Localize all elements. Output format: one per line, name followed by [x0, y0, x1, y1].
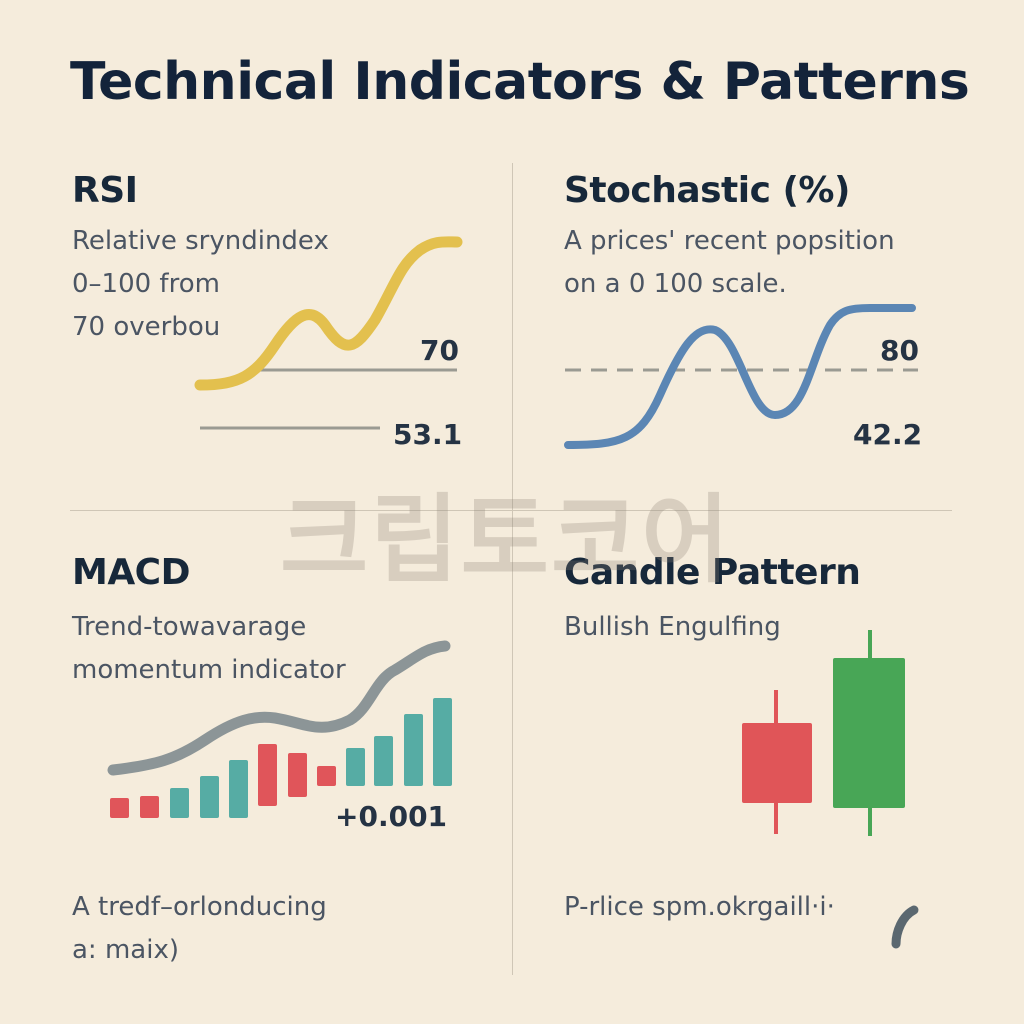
- histogram-bar: [110, 798, 129, 818]
- histogram-bar: [258, 744, 277, 806]
- stochastic-chart: [564, 304, 918, 449]
- rsi-desc-line: Relative sryndindex: [72, 226, 329, 256]
- macd-histogram: [110, 698, 452, 818]
- stochastic-description: A prices' recent popsition on a 0 100 sc…: [564, 220, 895, 306]
- macd-desc-line: momentum indicator: [72, 655, 346, 685]
- page-title: Technical Indicators & Patterns: [70, 52, 970, 112]
- histogram-bar: [317, 766, 336, 786]
- macd-chart: [107, 640, 452, 818]
- stochastic-desc-line: on a 0 100 scale.: [564, 269, 787, 299]
- histogram-bar: [200, 776, 219, 818]
- rsi-value-label: 53.1: [393, 418, 463, 451]
- histogram-bar: [288, 753, 307, 797]
- macd-title: MACD: [72, 552, 191, 593]
- macd-desc-line: Trend-towavarage: [72, 612, 307, 642]
- rsi-title: RSI: [72, 170, 138, 211]
- rsi-line: [194, 236, 463, 391]
- histogram-bar: [404, 714, 423, 786]
- horizontal-divider: [70, 510, 952, 511]
- candle-chart: [742, 630, 905, 836]
- rsi-desc-line: 0–100 from: [72, 269, 220, 299]
- stochastic-desc-line: A prices' recent popsition: [564, 226, 895, 256]
- histogram-bar: [433, 698, 452, 786]
- macd-value-label: +0.001: [335, 800, 448, 833]
- stochastic-level-label: 80: [880, 334, 919, 367]
- stochastic-line: [564, 304, 916, 449]
- histogram-bar: [140, 796, 159, 818]
- macd-signal-line: [107, 640, 451, 776]
- histogram-bar: [170, 788, 189, 818]
- candle-title: Candle Pattern: [564, 552, 861, 593]
- rsi-level-label: 70: [420, 334, 459, 367]
- rsi-desc-line: 70 overbou: [72, 312, 221, 342]
- macd-footer-line: a: maix): [72, 935, 179, 965]
- histogram-bar: [346, 748, 365, 786]
- macd-footer: A tredf–orlonducing a: maix): [72, 886, 327, 972]
- macd-footer-line: A tredf–orlonducing: [72, 892, 327, 922]
- bullish-candle: [833, 658, 905, 808]
- candle-subtitle: Bullish Engulfing: [564, 612, 781, 642]
- candle-footer: P-rlice spm.okrgaill·i·: [564, 892, 835, 922]
- stochastic-value-label: 42.2: [853, 418, 923, 451]
- brush-stroke-icon: [891, 905, 919, 949]
- macd-description: Trend-towavarage momentum indicator: [72, 606, 346, 692]
- rsi-description: Relative sryndindex 0–100 from 70 overbo…: [72, 220, 329, 349]
- histogram-bar: [229, 760, 248, 818]
- bearish-candle: [742, 723, 812, 803]
- rsi-chart: [194, 236, 463, 430]
- vertical-divider: [512, 163, 513, 975]
- histogram-bar: [374, 736, 393, 786]
- stochastic-title: Stochastic (%): [564, 170, 850, 211]
